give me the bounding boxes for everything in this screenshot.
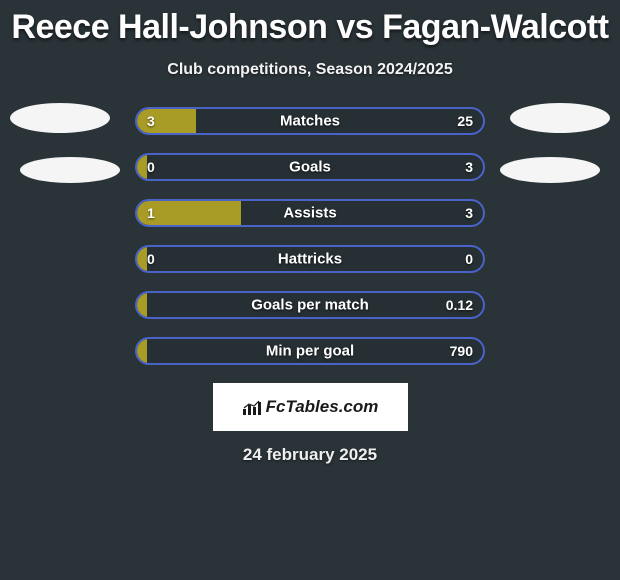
- stat-label: Hattricks: [278, 251, 342, 268]
- stat-value-right: 790: [450, 343, 473, 359]
- stat-label: Goals: [289, 159, 331, 176]
- stat-label: Matches: [280, 113, 340, 130]
- stat-bar: 0 Goals 3: [135, 153, 485, 181]
- stat-bar-fill: [137, 293, 147, 317]
- chart-icon: [242, 399, 262, 415]
- logo: FcTables.com: [242, 397, 379, 417]
- stat-value-right: 0: [465, 251, 473, 267]
- title-vs: vs: [336, 8, 373, 46]
- page-title: Reece Hall-Johnson vs Fagan-Walcott: [11, 8, 608, 46]
- stat-bar-fill: [137, 155, 147, 179]
- stat-value-left: 3: [147, 113, 155, 129]
- title-player2: Fagan-Walcott: [382, 8, 608, 46]
- stat-value-right: 25: [457, 113, 473, 129]
- stat-value-left: 1: [147, 205, 155, 221]
- stat-bar: Goals per match 0.12: [135, 291, 485, 319]
- date-text: 24 february 2025: [243, 445, 377, 464]
- stat-bar: 1 Assists 3: [135, 199, 485, 227]
- stat-value-right: 3: [465, 159, 473, 175]
- logo-box[interactable]: FcTables.com: [213, 383, 408, 431]
- logo-text: FcTables.com: [266, 397, 379, 417]
- stat-bar: 0 Hattricks 0: [135, 245, 485, 273]
- stat-value-right: 0.12: [446, 297, 473, 313]
- stat-label: Min per goal: [266, 343, 354, 360]
- stat-label: Goals per match: [251, 297, 369, 314]
- stat-value-right: 3: [465, 205, 473, 221]
- stat-bar: Min per goal 790: [135, 337, 485, 365]
- subtitle: Club competitions, Season 2024/2025: [167, 61, 452, 78]
- avatar-player1-bottom: [20, 157, 120, 183]
- stat-value-left: 0: [147, 159, 155, 175]
- title-player1: Reece Hall-Johnson: [11, 8, 327, 46]
- stat-bar: 3 Matches 25: [135, 107, 485, 135]
- avatar-player2-bottom: [500, 157, 600, 183]
- comparison-bars: 3 Matches 25 0 Goals 3 1 Assists 3 0 Hattricks 0 Goa…: [0, 107, 620, 365]
- avatar-player2-top: [510, 103, 610, 133]
- stat-value-left: 0: [147, 251, 155, 267]
- stat-bar-fill: [137, 109, 196, 133]
- avatar-player1-top: [10, 103, 110, 133]
- stat-bar-fill: [137, 247, 147, 271]
- stat-bar-fill: [137, 339, 147, 363]
- stat-label: Assists: [283, 205, 336, 222]
